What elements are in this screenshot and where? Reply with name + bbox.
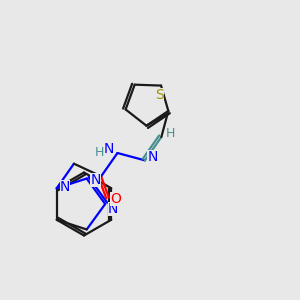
Text: N: N: [147, 150, 158, 164]
Text: N: N: [108, 202, 119, 216]
Text: H: H: [166, 127, 175, 140]
Text: N: N: [104, 142, 114, 155]
Text: N: N: [60, 180, 70, 194]
Text: O: O: [110, 192, 121, 206]
Text: S: S: [155, 88, 164, 102]
Text: H: H: [95, 146, 104, 159]
Text: N: N: [91, 173, 101, 187]
